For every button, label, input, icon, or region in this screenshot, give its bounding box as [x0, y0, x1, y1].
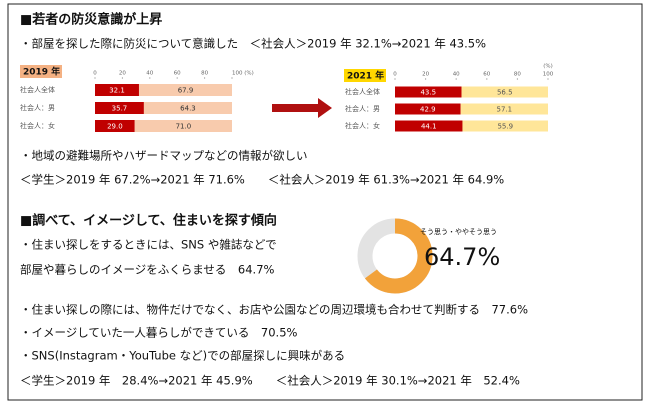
- x-tick-label: 60: [174, 71, 181, 77]
- bar-segment: [95, 120, 135, 132]
- x-tick-label: 40: [453, 72, 460, 78]
- value-label: 29.0: [107, 123, 123, 131]
- value-label: 56.5: [497, 89, 513, 97]
- x-tick-label: 60: [483, 72, 490, 78]
- x-tick-label: 0: [93, 71, 97, 77]
- unit-label: (%): [543, 64, 553, 70]
- bar-segment: [460, 103, 548, 115]
- value-label: 57.1: [497, 106, 513, 114]
- value-label: 64.3: [180, 105, 196, 113]
- value-label: 71.0: [176, 123, 192, 131]
- arrow: [272, 98, 332, 118]
- donut-value: 64.7%: [424, 243, 500, 271]
- text-line: ・地域の避難場所やハザードマップなどの情報が欲しい: [20, 149, 308, 163]
- text-line: ・SNS(Instagram・YouTube など)での部屋探しに興味がある: [20, 349, 345, 363]
- text-line: ・住まい探しをするときには、SNS や雑誌などで: [20, 238, 277, 252]
- section-title: ■調べて、イメージして、住まいを探す傾向: [20, 213, 277, 229]
- category-label: 社会人全体: [20, 85, 55, 94]
- frame: [7, 3, 643, 401]
- chart-label: 2019 年: [23, 66, 60, 78]
- bar-segment: [395, 120, 463, 132]
- value-label: 44.1: [421, 123, 437, 131]
- category-label: 社会人全体: [345, 87, 380, 96]
- text-line: ・イメージしていた一人暮らしができている 70.5%: [20, 326, 298, 340]
- x-tick-label: 80: [514, 72, 521, 78]
- category-label: 社会人：男: [345, 104, 380, 113]
- chart-label-bg: [20, 65, 62, 78]
- bar-segment: [395, 86, 462, 98]
- value-label: 32.1: [109, 87, 125, 95]
- x-tick-label: 100 (%): [232, 71, 254, 77]
- donut-label: そう思う・ややそう思う: [420, 228, 497, 236]
- bar-segment: [395, 103, 461, 115]
- section-title: ■若者の防災意識が上昇: [20, 12, 162, 28]
- bar-segment: [95, 102, 144, 114]
- category-label: 社会人：男: [20, 103, 55, 112]
- value-label: 67.9: [178, 87, 194, 95]
- x-tick-label: 40: [146, 71, 153, 77]
- text-line: ・住まい探しの際には、物件だけでなく、お店や公園などの周辺環境も合わせて判断する…: [20, 303, 528, 317]
- chart-label-bg: [344, 69, 386, 82]
- value-label: 55.9: [497, 123, 513, 131]
- bar-segment: [95, 84, 139, 96]
- bar-segment: [138, 84, 232, 96]
- bar-segment: [134, 120, 232, 132]
- value-label: 43.5: [420, 89, 436, 97]
- category-label: 社会人：女: [20, 121, 55, 130]
- x-tick-label: 20: [422, 72, 429, 78]
- text-line: ＜学生＞2019 年 28.4%→2021 年 45.9% ＜社会人＞2019 …: [20, 374, 520, 388]
- category-label: 社会人：女: [345, 121, 380, 130]
- text-line: ・部屋を探した際に防災について意識した ＜社会人＞2019 年 32.1%→20…: [20, 37, 486, 51]
- text-line: ＜学生＞2019 年 67.2%→2021 年 71.6% ＜社会人＞2019 …: [20, 173, 504, 187]
- text-line: 部屋や暮らしのイメージをふくらませる 64.7%: [20, 263, 275, 277]
- x-tick-label: 80: [201, 71, 208, 77]
- bar-segment: [462, 120, 548, 132]
- chart-label: 2021 年: [347, 70, 384, 82]
- x-tick-label: 100: [543, 72, 554, 78]
- value-label: 42.9: [420, 106, 436, 114]
- value-label: 35.7: [112, 105, 128, 113]
- bar-segment: [461, 86, 548, 98]
- bar-segment: [143, 102, 232, 114]
- x-tick-label: 20: [119, 71, 126, 77]
- donut-arc: [357, 218, 433, 294]
- x-tick-label: 0: [393, 72, 397, 78]
